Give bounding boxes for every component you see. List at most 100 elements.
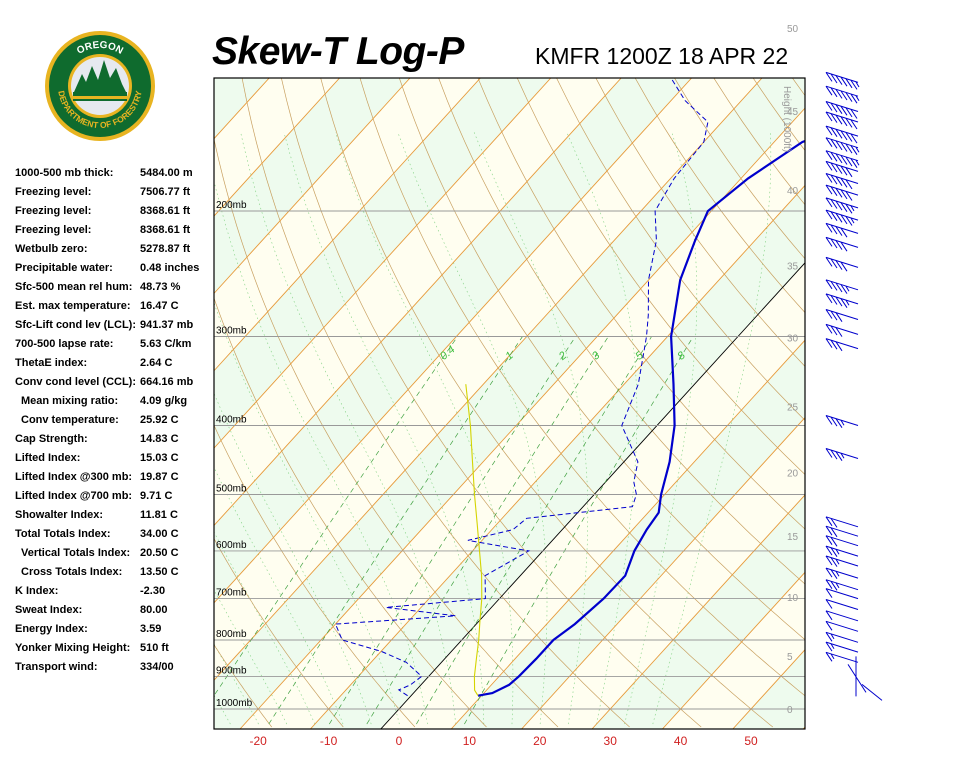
barb-flag bbox=[845, 132, 853, 142]
barb-flag bbox=[840, 76, 848, 87]
stat-label: Mean mixing ratio: bbox=[21, 395, 119, 407]
barb-shaft bbox=[825, 150, 859, 162]
barb-shaft bbox=[825, 651, 859, 663]
barb-flag bbox=[825, 184, 833, 195]
wind-barb bbox=[825, 599, 859, 610]
barb-flag bbox=[840, 130, 848, 141]
barb-half-flag bbox=[830, 643, 835, 649]
barb-flag bbox=[825, 516, 833, 527]
barb-half-flag bbox=[845, 300, 850, 306]
barb-flag bbox=[830, 102, 838, 113]
wind-barb bbox=[825, 85, 860, 104]
stat-row: Freezing level: 7506.77 ft bbox=[15, 186, 215, 202]
logo-top-text: OREGON bbox=[75, 40, 125, 57]
barb-half-flag bbox=[835, 571, 840, 577]
temperature-profile bbox=[477, 139, 805, 697]
barb-flag bbox=[825, 599, 833, 609]
pressure-label: 900mb bbox=[216, 665, 247, 676]
dry-adiabat bbox=[281, 78, 702, 728]
pressure-label: 300mb bbox=[216, 326, 247, 337]
temperature-band bbox=[214, 78, 805, 729]
dry-adiabat bbox=[595, 78, 805, 367]
barb-shaft bbox=[825, 256, 859, 268]
stat-row: Est. max temperature: 16.47 C bbox=[15, 300, 215, 316]
barb-flag bbox=[835, 164, 843, 174]
barb-flag bbox=[830, 238, 838, 249]
wind-barb bbox=[825, 256, 859, 272]
barb-flag bbox=[835, 327, 843, 337]
barb-flag bbox=[835, 104, 843, 114]
wind-barb bbox=[825, 137, 860, 155]
barb-shaft bbox=[825, 173, 859, 184]
wind-barb bbox=[825, 111, 859, 130]
wind-barb bbox=[825, 101, 859, 119]
stat-value: 4.09 g/kg bbox=[140, 395, 188, 407]
barb-shaft bbox=[825, 293, 859, 305]
barb-flag bbox=[825, 150, 833, 160]
barb-shaft bbox=[825, 309, 859, 320]
barb-flag bbox=[825, 621, 833, 631]
height-tick-label: 5 bbox=[787, 652, 793, 663]
barb-flag bbox=[830, 557, 838, 567]
barb-flag bbox=[835, 200, 843, 211]
wind-barb bbox=[825, 545, 859, 557]
barb-flag bbox=[825, 579, 833, 589]
barb-flag bbox=[825, 111, 833, 122]
barb-flag bbox=[830, 87, 838, 98]
temperature-tick-label: 10 bbox=[463, 734, 477, 748]
dry-adiabat bbox=[477, 78, 805, 530]
isotherm bbox=[214, 78, 552, 449]
stat-label: Lifted Index: bbox=[15, 452, 81, 464]
stat-value: 510 ft bbox=[140, 642, 169, 654]
barb-flag bbox=[830, 537, 838, 547]
stat-value: 5484.00 m bbox=[140, 167, 193, 179]
wind-barb bbox=[825, 525, 859, 538]
barb-shaft bbox=[825, 338, 859, 350]
pressure-label: 500mb bbox=[216, 484, 247, 495]
temperature-tick-label: -20 bbox=[250, 734, 268, 748]
wind-barb bbox=[825, 641, 859, 653]
wind-barb bbox=[825, 448, 859, 461]
barb-flag bbox=[845, 78, 853, 89]
stat-row: Cross Totals Index: 13.50 C bbox=[15, 566, 215, 582]
barb-shaft bbox=[825, 567, 859, 579]
stat-row: Freezing level: 8368.61 ft bbox=[15, 205, 215, 221]
isotherm bbox=[521, 416, 805, 729]
barb-flag bbox=[835, 312, 843, 322]
stat-row: Sfc-Lift cond lev (LCL): 941.37 mb bbox=[15, 319, 215, 335]
barb-flag bbox=[840, 227, 848, 238]
stat-label: Yonker Mixing Height: bbox=[15, 642, 131, 654]
barb-flag bbox=[845, 143, 853, 154]
wind-barb bbox=[825, 535, 859, 547]
temperature-tick-label: 20 bbox=[533, 734, 547, 748]
barb-flag bbox=[845, 118, 853, 128]
barb-flag bbox=[840, 142, 848, 152]
barb-flag bbox=[845, 156, 853, 167]
wind-barb bbox=[825, 160, 859, 178]
barb-flag bbox=[835, 260, 843, 270]
barb-flag bbox=[830, 127, 838, 137]
stat-row: Mean mixing ratio: 4.09 g/kg bbox=[15, 395, 215, 411]
stat-label: Cap Strength: bbox=[15, 433, 88, 445]
stat-value: 0.48 inches bbox=[140, 262, 200, 274]
barb-flag bbox=[825, 641, 833, 652]
barb-flag bbox=[845, 191, 853, 201]
temperature-band bbox=[0, 78, 199, 729]
stat-label: Lifted Index @700 mb: bbox=[15, 490, 133, 502]
dry-adiabat bbox=[6, 53, 200, 727]
stat-row: Transport wind: 334/00 bbox=[15, 661, 215, 677]
barb-flag bbox=[835, 418, 843, 428]
isotherm bbox=[214, 78, 411, 295]
dry-adiabat bbox=[359, 78, 805, 697]
barb-half-flag bbox=[835, 582, 840, 589]
barb-shaft bbox=[825, 545, 859, 557]
barb-shaft bbox=[825, 236, 859, 248]
dry-adiabat bbox=[634, 78, 805, 314]
barb-flag bbox=[850, 93, 858, 104]
barb-flag bbox=[840, 202, 848, 212]
pressure-label: 800mb bbox=[216, 629, 247, 640]
mixing-ratio-line bbox=[416, 336, 652, 725]
wind-barb bbox=[825, 150, 860, 168]
stat-label: Precipitable water: bbox=[15, 262, 113, 274]
stat-label: Wetbulb zero: bbox=[15, 243, 88, 255]
